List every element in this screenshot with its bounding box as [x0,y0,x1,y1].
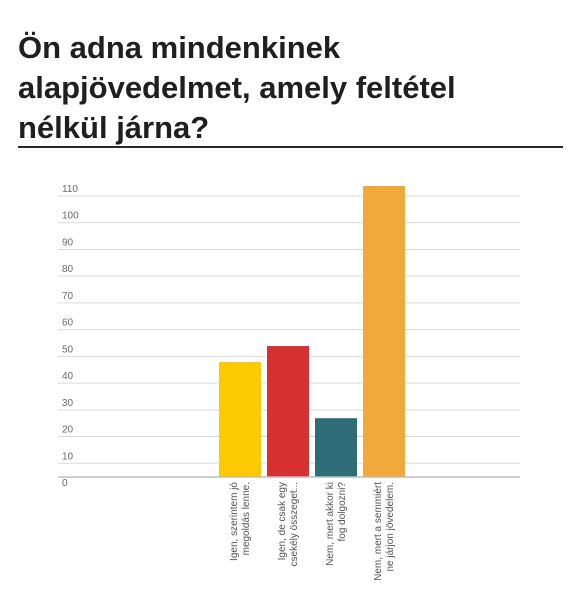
title-divider [18,146,563,148]
bar [315,418,357,477]
y-axis-ticks: 0 10 20 30 40 50 60 70 80 90 100 110 [62,184,79,489]
y-tick-label: 30 [62,398,74,409]
y-tick-label: 20 [62,425,74,436]
y-tick-label: 10 [62,451,74,462]
x-tick-label: Igen, szerintem jómegoldás lenne. [229,482,252,561]
x-axis-labels: Igen, szerintem jómegoldás lenne. Igen, d… [229,482,396,581]
page-title: Ön adna mindenkinek alapjövedelmet, amel… [18,30,456,145]
y-tick-label: 40 [62,371,74,382]
y-tick-label: 0 [62,478,68,489]
y-tick-label: 100 [62,211,79,222]
y-tick-label: 80 [62,264,74,275]
x-tick-label: Nem, mert akkor kifog dolgozni? [325,482,348,566]
y-tick-label: 60 [62,318,74,329]
y-tick-label: 70 [62,291,74,302]
bar [267,346,309,477]
x-tick-label: Nem, mert a semmiértne járjon jövedelem. [373,482,396,581]
bar [219,362,261,477]
bar [363,186,405,477]
chart-bars [219,186,405,477]
y-tick-label: 50 [62,344,74,355]
y-tick-label: 110 [62,184,78,195]
y-tick-label: 90 [62,237,74,248]
x-tick-label: Igen, de csak egycsekély összeget... [277,482,300,566]
